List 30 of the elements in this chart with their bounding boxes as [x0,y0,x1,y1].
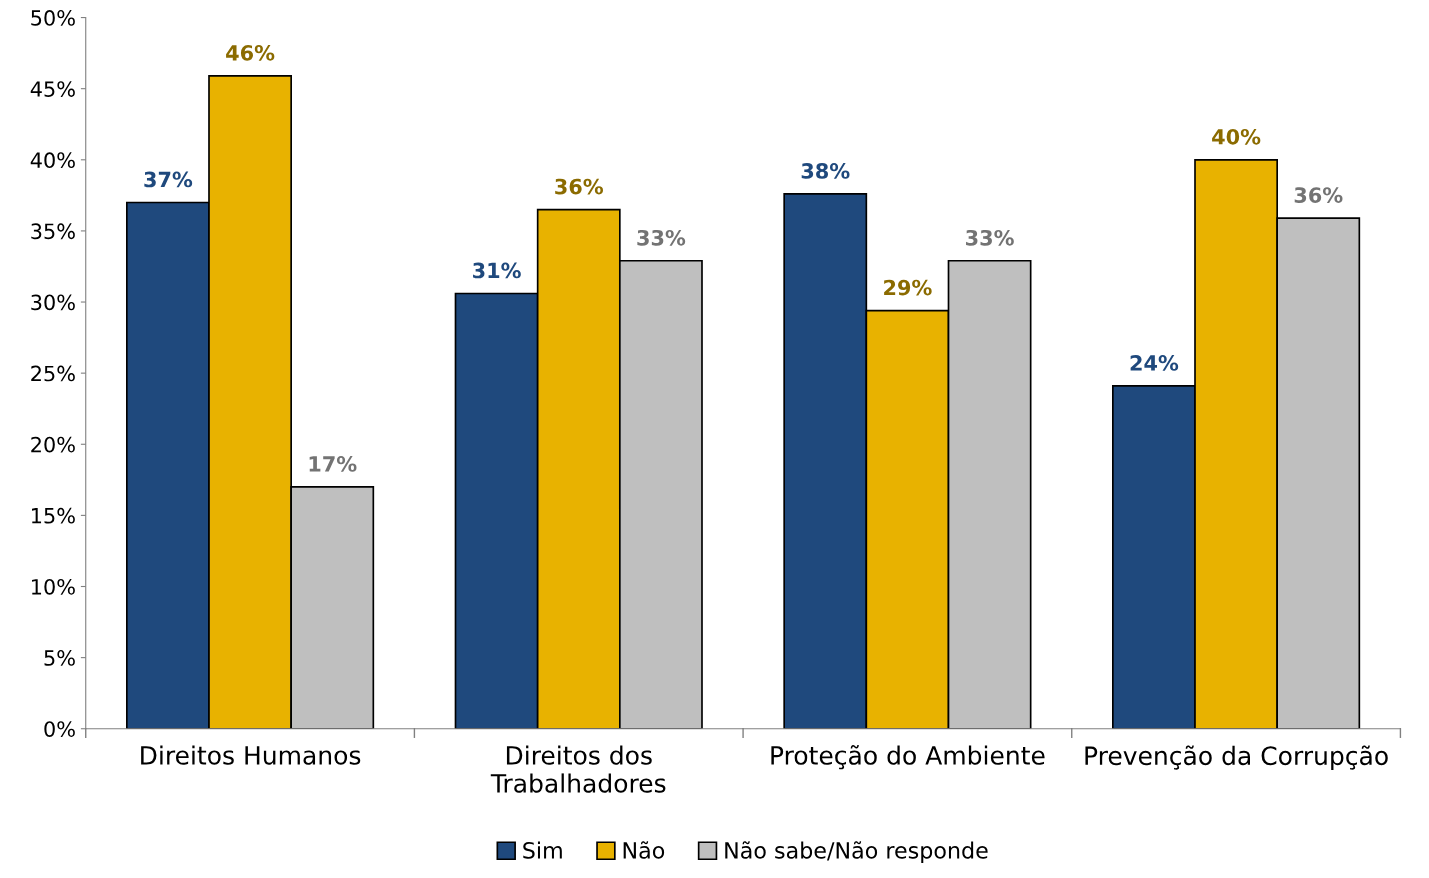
legend-label: Não [623,841,665,859]
data-label: 36% [1294,187,1343,203]
legend-label: Não sabe/Não responde [725,841,988,864]
y-tick-label: 40% [30,152,75,169]
y-tick-label: 35% [31,223,75,240]
x-tick-label: Direitos dos Trabalhadores [490,745,666,793]
data-label: 17% [309,456,357,472]
data-label: 31% [473,262,521,279]
y-tick-label: 0% [44,721,75,737]
y-tick-label: 5% [44,650,75,666]
x-tick-label: Direitos Humanos [141,745,361,765]
data-label: 24% [1130,355,1179,371]
data-label: 33% [637,229,686,246]
legend-label: Sim [523,841,562,859]
y-tick-label: 30% [31,294,75,311]
y-tick-label: 25% [31,365,75,382]
y-tick-label: 20% [31,436,75,453]
data-label: 38% [801,163,850,179]
y-tick-label: 50% [31,10,75,26]
data-label: 40% [1212,128,1261,145]
data-label: 33% [966,229,1014,246]
x-tick-label: Proteção do Ambiente [771,745,1045,770]
data-label: 29% [884,279,932,296]
x-tick-label: Prevenção da Corrupção [1085,745,1388,771]
data-label: 36% [555,178,604,195]
y-tick-label: 15% [32,507,75,524]
y-tick-label: 45% [30,81,75,97]
y-tick-label: 10% [32,578,75,595]
data-label: 46% [226,44,275,61]
data-label: 37% [144,171,193,188]
